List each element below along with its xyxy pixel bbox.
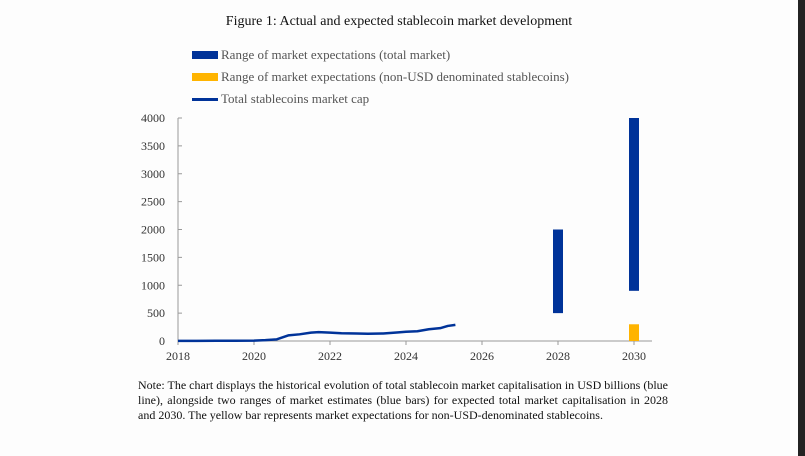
chart-title: Figure 1: Actual and expected stablecoin… xyxy=(225,14,573,29)
y-tick-label: 500 xyxy=(147,306,165,320)
y-tick-label: 2500 xyxy=(141,195,165,209)
legend-label: Total stablecoins market cap xyxy=(221,91,370,106)
legend-swatch-yellow-bar xyxy=(192,73,218,81)
x-tick-label: 2028 xyxy=(546,349,570,363)
y-tick-label: 4000 xyxy=(141,111,165,125)
y-tick-label: 3500 xyxy=(141,139,165,153)
range-bar-2030 xyxy=(629,118,639,291)
legend-swatch-blue-bar xyxy=(192,51,218,59)
range-bar-2030 xyxy=(629,324,639,341)
window-edge xyxy=(798,0,805,456)
chart-note: Note: The chart displays the historical … xyxy=(138,378,668,422)
legend-item-market-cap: Total stablecoins market cap xyxy=(192,88,569,110)
y-tick-label: 1500 xyxy=(141,250,165,264)
legend-item-non-usd: Range of market expectations (non-USD de… xyxy=(192,66,569,88)
y-tick-label: 3000 xyxy=(141,167,165,181)
x-tick-label: 2022 xyxy=(318,349,342,363)
legend-item-total-market: Range of market expectations (total mark… xyxy=(192,44,569,66)
range-bar-2028 xyxy=(553,229,563,314)
x-tick-label: 2020 xyxy=(242,349,266,363)
market-cap-line xyxy=(177,323,456,343)
x-tick-label: 2026 xyxy=(470,349,494,363)
x-tick-label: 2030 xyxy=(622,349,646,363)
y-tick-label: 2000 xyxy=(141,223,165,237)
legend-label: Range of market expectations (total mark… xyxy=(221,47,451,62)
x-tick-label: 2024 xyxy=(394,349,418,363)
legend: Range of market expectations (total mark… xyxy=(192,44,569,110)
legend-label: Range of market expectations (non-USD de… xyxy=(221,69,570,84)
y-tick-label: 0 xyxy=(159,334,165,348)
x-tick-label: 2018 xyxy=(166,349,190,363)
y-tick-label: 1000 xyxy=(141,278,165,292)
legend-swatch-line xyxy=(192,97,218,101)
